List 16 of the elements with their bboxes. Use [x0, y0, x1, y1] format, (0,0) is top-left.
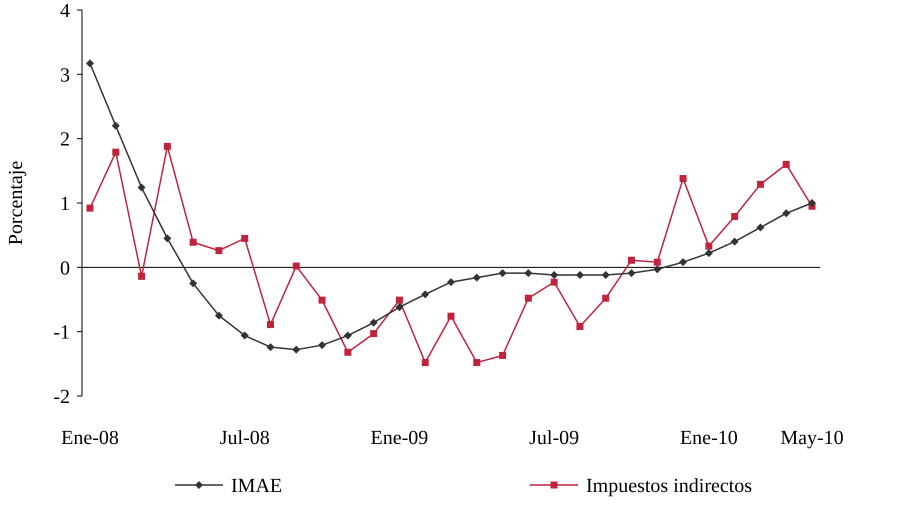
y-axis-title: Porcentaje [5, 160, 27, 246]
legend-label: Impuestos indirectos [586, 475, 752, 497]
x-tick-label: Ene-10 [680, 427, 738, 449]
y-tick-label: 1 [60, 193, 70, 215]
y-tick-label: 4 [60, 0, 70, 22]
x-tick-label: Ene-09 [370, 427, 428, 449]
y-tick-label: 0 [60, 257, 70, 280]
x-tick-label: Jul-09 [529, 427, 580, 449]
x-tick-label: Jul-08 [220, 427, 270, 449]
y-tick-label: -1 [53, 322, 70, 344]
y-tick-label: 3 [60, 64, 70, 86]
y-tick-label: 2 [60, 128, 70, 151]
x-tick-label: May-10 [780, 427, 844, 449]
x-tick-label: Ene-08 [61, 427, 119, 449]
legend-label: IMAE [231, 475, 282, 497]
y-tick-label: -2 [53, 386, 70, 408]
